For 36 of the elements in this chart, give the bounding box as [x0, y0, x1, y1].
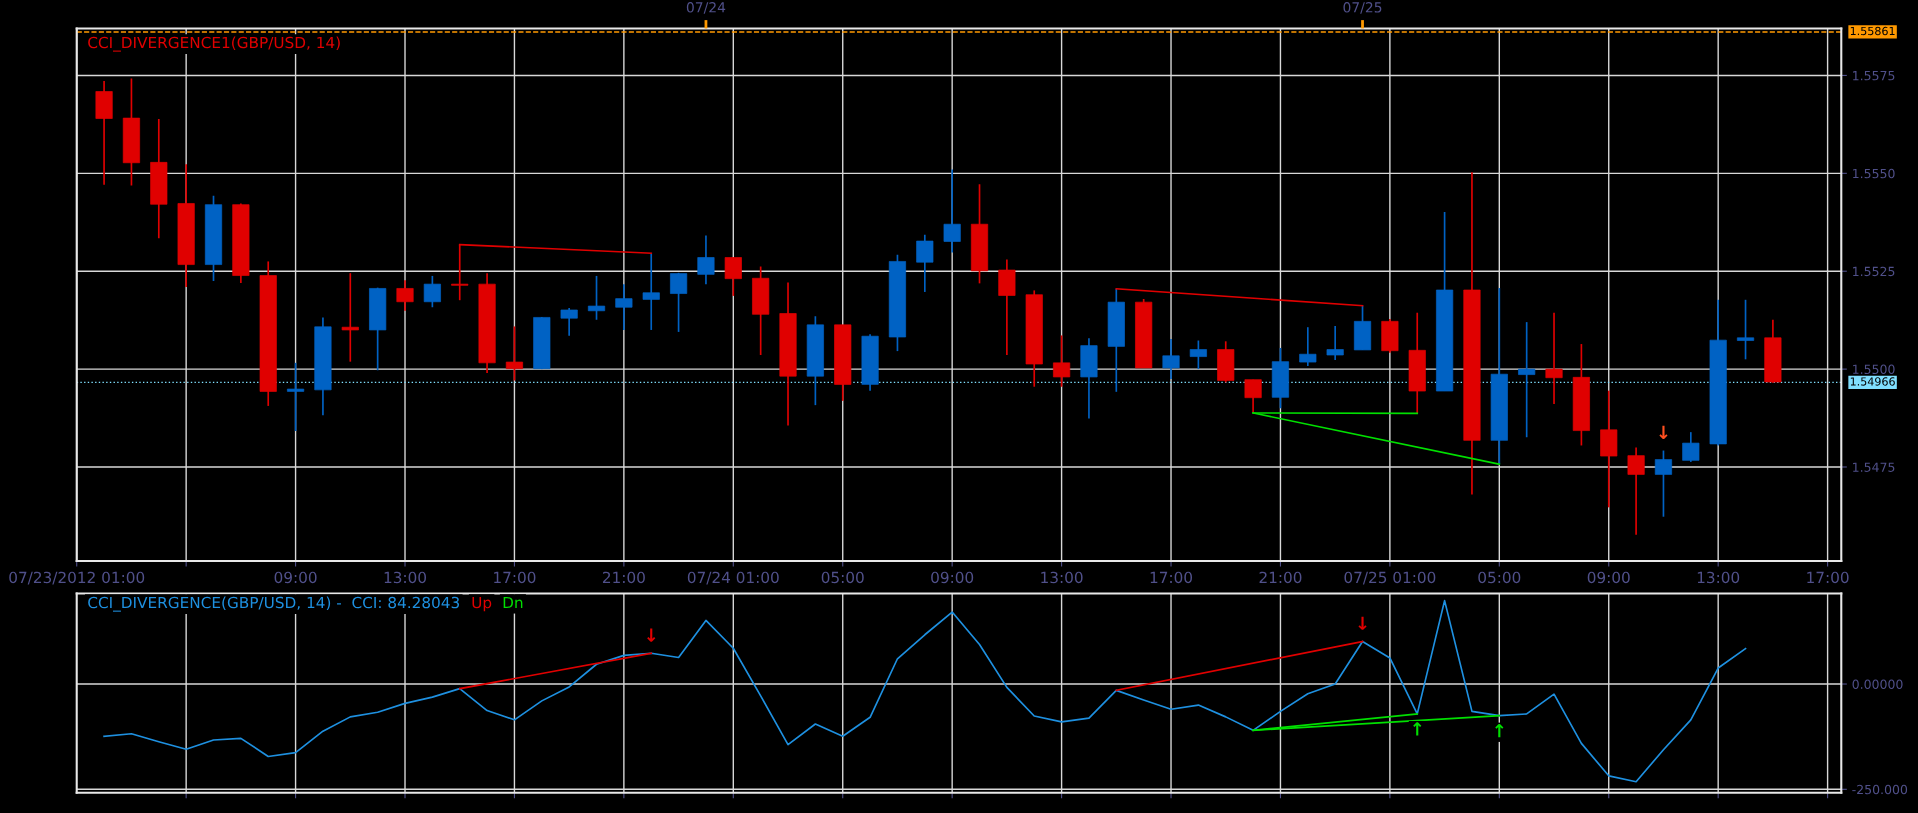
annotation: ↓ — [1358, 616, 1367, 630]
x-tick-label: 09:00 — [931, 571, 974, 584]
y-tick-label: 1.5475 — [1853, 462, 1895, 472]
x-tick-label: 21:00 — [1259, 571, 1302, 584]
text: Up — [472, 596, 492, 612]
annotation: ↑ — [1413, 722, 1422, 736]
y-tick-label: 0.00000 — [1852, 679, 1903, 689]
x-tick-label: 13:00 — [1041, 571, 1083, 584]
x-tick-label: 17:00 — [494, 571, 536, 584]
x-tick-label: 07/25 01:00 — [1344, 571, 1436, 585]
annotation: ↓ — [647, 628, 656, 642]
annotation: ↑ — [1495, 724, 1504, 738]
ref-line-label: 1.55861 — [1850, 26, 1895, 36]
x-tick-label: 13:00 — [384, 571, 427, 584]
x-tick-label: 05:00 — [821, 571, 864, 584]
x-tick-label: 17:00 — [1150, 571, 1193, 584]
y-tick-label: 1.5550 — [1853, 168, 1895, 179]
text: Dn — [503, 596, 523, 609]
y-tick-label: 1.5575 — [1853, 71, 1895, 81]
y-tick-label: 1.5500 — [1853, 364, 1895, 375]
x-tick-label: 09:00 — [1587, 571, 1630, 584]
x-tick-label: 21:00 — [602, 571, 645, 584]
ref-line-label: 1.54966 — [1850, 377, 1895, 386]
text: CCI_DIVERGENCE1(GBP/USD, 14) — [88, 36, 340, 52]
x-tick-label: 07/24 01:00 — [687, 571, 779, 585]
x2-tick-label: 07/25 — [1343, 2, 1382, 14]
x-tick-label: 17:00 — [1807, 571, 1849, 584]
x2-tick-label: 07/24 — [686, 2, 726, 14]
x-tick-label: 07/23/2012 01:00 — [9, 571, 145, 585]
chart-title: CCI_DIVERGENCE(GBP/USD, 14) - CCI: 84.28043 — [88, 596, 460, 612]
y-tick-label: -250.000 — [1852, 784, 1908, 795]
x-tick-label: 13:00 — [1697, 571, 1740, 584]
x-tick-label: 09:00 — [274, 571, 317, 584]
x-tick-label: 05:00 — [1478, 571, 1521, 584]
annotation: ↓ — [1659, 425, 1668, 439]
y-tick-label: 1.5525 — [1853, 266, 1895, 277]
